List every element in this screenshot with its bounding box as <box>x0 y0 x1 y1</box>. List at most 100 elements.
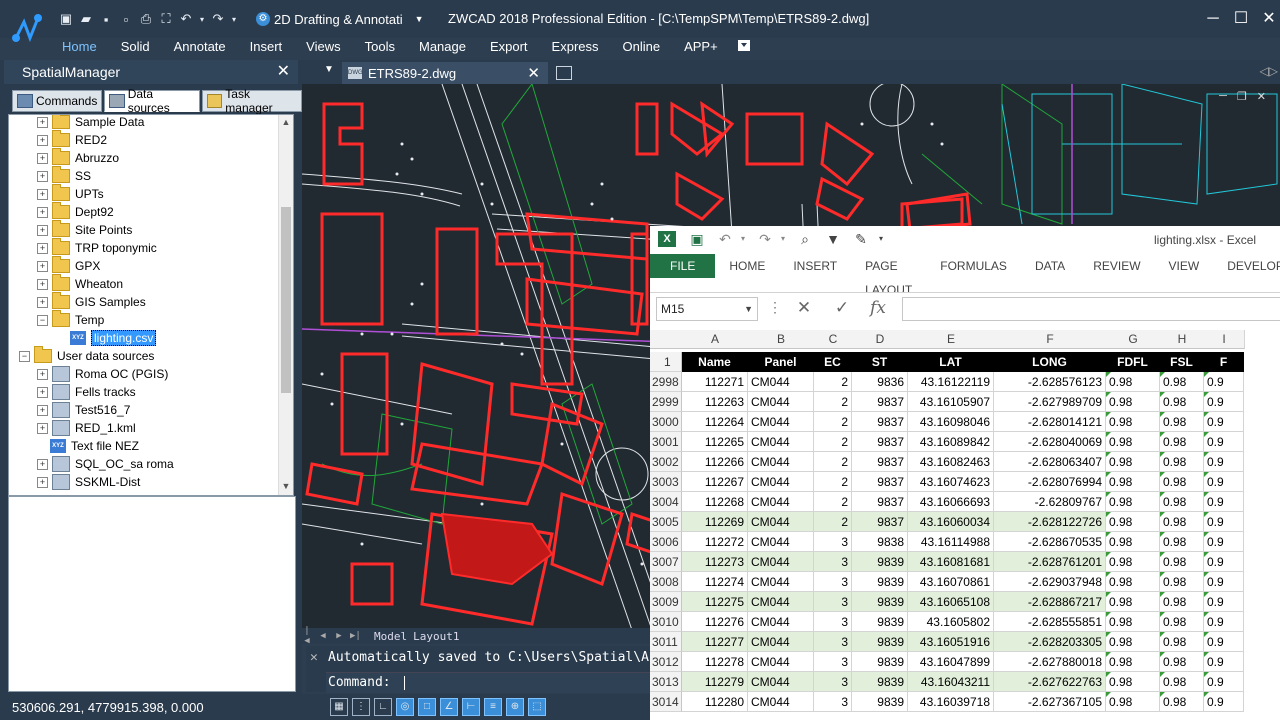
close-command-line-icon[interactable]: ✕ <box>310 650 318 665</box>
table-cell[interactable]: 0.98 <box>1160 472 1204 492</box>
expand-toggle-icon[interactable]: − <box>19 350 30 362</box>
table-cell[interactable]: CM044 <box>748 592 814 612</box>
expand-toggle-icon[interactable]: + <box>37 422 48 434</box>
row-header[interactable]: 3006 <box>650 532 682 552</box>
zwcad-logo-icon[interactable] <box>8 8 48 52</box>
table-cell[interactable]: 0.98 <box>1106 652 1160 672</box>
table-cell[interactable]: -2.628203305 <box>994 632 1106 652</box>
tab-tools[interactable]: Tools <box>364 39 395 54</box>
expand-toggle-icon[interactable]: + <box>37 134 48 146</box>
table-cell[interactable]: 0.9 <box>1204 432 1244 452</box>
tree-item[interactable]: + TRP toponymic <box>37 238 157 257</box>
table-cell[interactable]: 3 <box>814 692 852 712</box>
row-header[interactable]: 3013 <box>650 672 682 692</box>
table-cell[interactable]: 112271 <box>682 372 748 392</box>
tree-item[interactable]: + UPTs <box>37 184 104 203</box>
table-cell[interactable]: 43.16105907 <box>908 392 994 412</box>
table-cell[interactable]: CM044 <box>748 472 814 492</box>
table-cell[interactable]: 0.98 <box>1160 692 1204 712</box>
save-icon[interactable]: ▪ <box>103 11 109 27</box>
table-cell[interactable]: 9839 <box>852 592 908 612</box>
table-cell[interactable]: 2 <box>814 392 852 412</box>
table-cell[interactable]: 0.9 <box>1204 492 1244 512</box>
table-cell[interactable]: -2.627622763 <box>994 672 1106 692</box>
table-cell[interactable]: 43.16051916 <box>908 632 994 652</box>
table-cell[interactable]: 9837 <box>852 392 908 412</box>
table-cell[interactable]: 0.98 <box>1106 572 1160 592</box>
tree-item[interactable]: + Wheaton <box>37 274 123 293</box>
row-header[interactable]: 3002 <box>650 452 682 472</box>
excel-undo-icon[interactable]: ↶ <box>719 231 731 247</box>
table-cell[interactable]: 0.9 <box>1204 512 1244 532</box>
table-cell[interactable]: 112265 <box>682 432 748 452</box>
row-header[interactable]: 3005 <box>650 512 682 532</box>
row-header[interactable]: 1 <box>650 352 682 372</box>
row-header[interactable]: 3000 <box>650 412 682 432</box>
table-cell[interactable]: 3 <box>814 652 852 672</box>
table-cell[interactable]: 0.9 <box>1204 552 1244 572</box>
table-cell[interactable]: 0.98 <box>1106 472 1160 492</box>
tab-manage[interactable]: Manage <box>418 39 466 54</box>
table-cell[interactable]: 0.98 <box>1106 372 1160 392</box>
new-file-icon[interactable]: ▣ <box>59 11 73 26</box>
tab-solid[interactable]: Solid <box>120 39 150 54</box>
column-header[interactable]: I <box>1204 330 1245 349</box>
expand-toggle-icon[interactable]: + <box>37 206 48 218</box>
tree-item[interactable]: + Roma OC (PGIS) <box>37 365 168 383</box>
table-cell[interactable]: -2.628576123 <box>994 372 1106 392</box>
expand-toggle-icon[interactable]: + <box>37 368 48 380</box>
excel-redo-dropdown-icon[interactable]: ▾ <box>780 234 785 243</box>
table-cell[interactable]: 112278 <box>682 652 748 672</box>
column-header[interactable]: G <box>1106 330 1161 349</box>
table-cell[interactable]: 0.9 <box>1204 372 1244 392</box>
close-tab-icon[interactable]: ✕ <box>527 65 540 82</box>
table-header-cell[interactable]: FSL <box>1160 352 1204 372</box>
tab-express[interactable]: Express <box>551 39 599 54</box>
table-cell[interactable]: 43.16070861 <box>908 572 994 592</box>
redo-icon[interactable]: ↷ <box>212 11 224 26</box>
excel-tab-review[interactable]: REVIEW <box>1093 259 1141 273</box>
table-cell[interactable]: 0.9 <box>1204 412 1244 432</box>
tree-item[interactable]: + GIS Samples <box>37 292 146 311</box>
table-cell[interactable]: 112277 <box>682 632 748 652</box>
table-cell[interactable]: 0.9 <box>1204 452 1244 472</box>
expand-toggle-icon[interactable]: + <box>37 152 48 164</box>
table-cell[interactable]: 112268 <box>682 492 748 512</box>
table-header-cell[interactable]: Name <box>682 352 748 372</box>
tree-item[interactable]: + RED_1.kml <box>37 419 136 437</box>
table-cell[interactable]: 3 <box>814 572 852 592</box>
expand-toggle-icon[interactable]: + <box>37 386 48 398</box>
tab-layout1[interactable]: Layout1 <box>413 629 460 643</box>
table-cell[interactable]: -2.627880018 <box>994 652 1106 672</box>
tree-item[interactable]: + Site Points <box>37 220 132 239</box>
table-cell[interactable]: 0.9 <box>1204 472 1244 492</box>
table-cell[interactable]: CM044 <box>748 652 814 672</box>
row-header[interactable]: 3014 <box>650 692 682 712</box>
excel-logo-icon[interactable]: X <box>658 231 676 247</box>
excel-undo-dropdown-icon[interactable]: ▾ <box>740 234 745 243</box>
workspace-select[interactable]: ⚙ 2D Drafting & Annotati ▼ <box>256 9 424 29</box>
table-cell[interactable]: 0.9 <box>1204 592 1244 612</box>
tree-item[interactable]: + SS <box>37 166 91 185</box>
table-cell[interactable]: 3 <box>814 632 852 652</box>
excel-filter-icon[interactable]: ▼ <box>826 231 840 247</box>
table-cell[interactable]: 2 <box>814 492 852 512</box>
tree-item[interactable]: + Fells tracks <box>37 383 136 401</box>
expand-toggle-icon[interactable]: + <box>37 404 48 416</box>
table-cell[interactable]: -2.629037948 <box>994 572 1106 592</box>
table-cell[interactable]: -2.628076994 <box>994 472 1106 492</box>
table-cell[interactable]: CM044 <box>748 392 814 412</box>
excel-customize-qat-icon[interactable]: ▾ <box>878 234 883 243</box>
table-cell[interactable]: -2.628867217 <box>994 592 1106 612</box>
selection-cycle-icon[interactable]: ⬚ <box>528 698 546 716</box>
row-header[interactable]: 3004 <box>650 492 682 512</box>
table-cell[interactable]: -2.628122726 <box>994 512 1106 532</box>
column-header[interactable]: A <box>682 330 749 349</box>
table-cell[interactable]: 9839 <box>852 652 908 672</box>
table-cell[interactable]: 0.98 <box>1160 632 1204 652</box>
excel-tab-developer[interactable]: DEVELOP <box>1227 259 1280 273</box>
table-cell[interactable]: 43.16065108 <box>908 592 994 612</box>
table-cell[interactable]: CM044 <box>748 612 814 632</box>
tree-item[interactable]: + GPX <box>37 256 100 275</box>
table-header-cell[interactable]: Panel <box>748 352 814 372</box>
